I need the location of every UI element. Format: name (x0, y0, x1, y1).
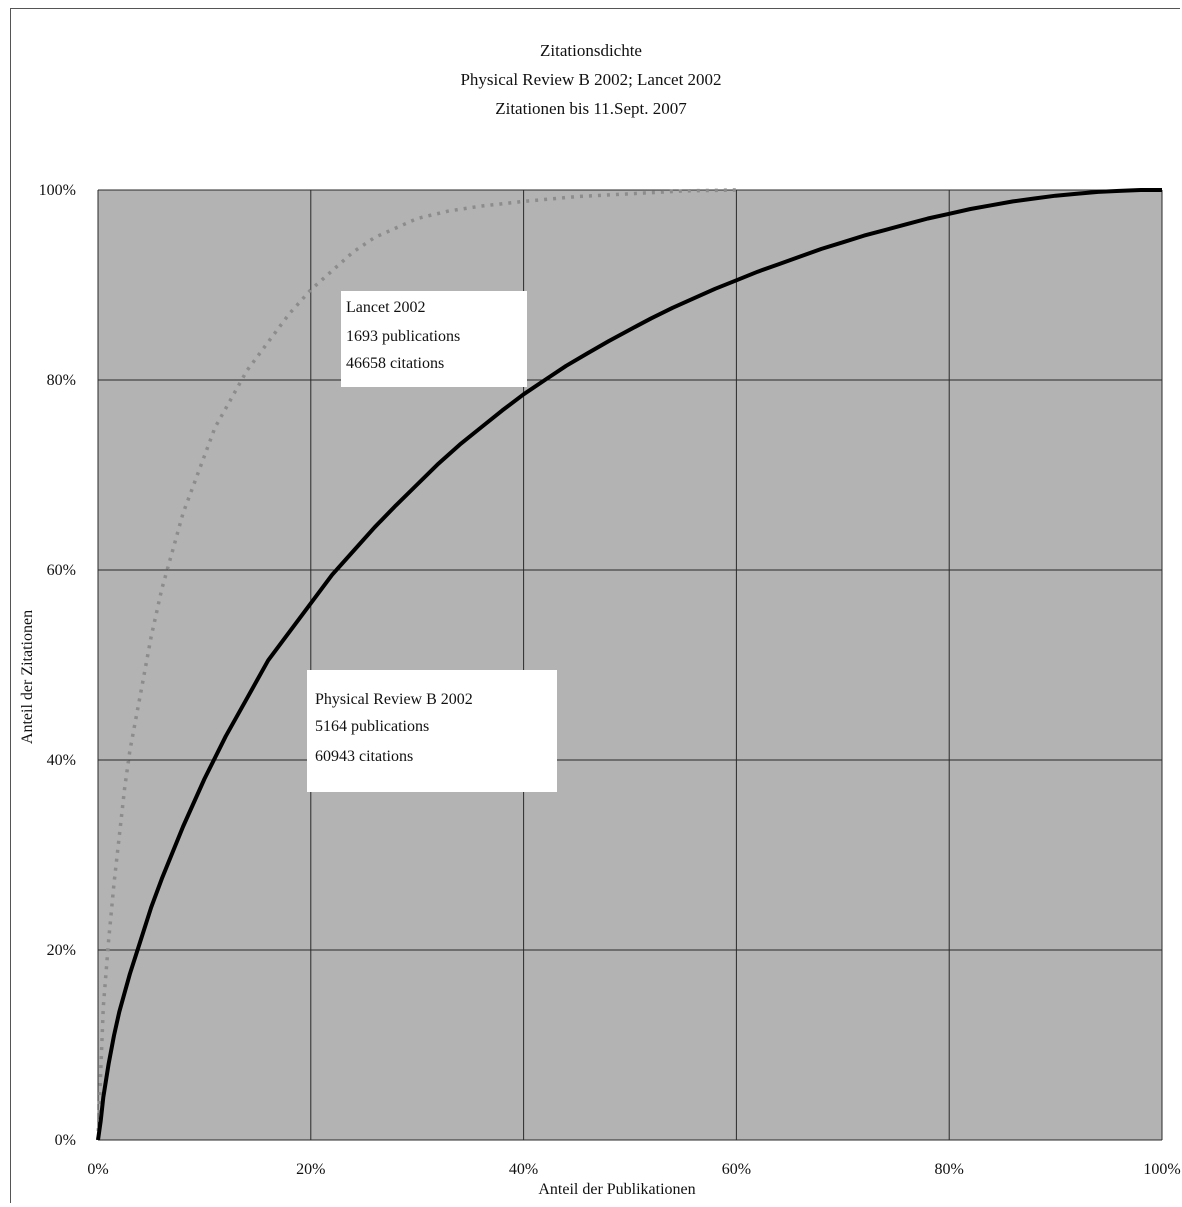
annotation-lancet: Lancet 2002 1693 publications 46658 cita… (341, 291, 527, 387)
y-tick-labels: 0% 20% 40% 60% 80% 100% (39, 182, 76, 1149)
chart-subtitle-2: Zitationen bis 11.Sept. 2007 (495, 99, 687, 118)
x-tick-label: 40% (509, 1161, 538, 1178)
annotation-lancet-line-1: Lancet 2002 (346, 299, 426, 316)
series-line-lancet (96, 188, 737, 1141)
annotation-prb-line-1: Physical Review B 2002 (315, 691, 473, 708)
y-tick-label: 20% (47, 942, 76, 959)
annotation-prb: Physical Review B 2002 5164 publications… (307, 670, 557, 792)
y-axis-title: Anteil der Zitationen (19, 610, 36, 744)
x-tick-labels: 0% 20% 40% 60% 80% 100% (87, 1161, 1180, 1178)
series-layer (96, 188, 1162, 1141)
grid-lines (97, 189, 1163, 1141)
x-tick-label: 60% (722, 1161, 751, 1178)
annotation-prb-box (307, 670, 557, 792)
y-tick-label: 60% (47, 562, 76, 579)
plot-area (98, 190, 1162, 1140)
y-tick-label: 0% (55, 1132, 76, 1149)
chart-title: Zitationsdichte (540, 41, 642, 60)
chart-subtitle-1: Physical Review B 2002; Lancet 2002 (460, 70, 722, 89)
y-tick-label: 80% (47, 372, 76, 389)
annotation-prb-line-2: 5164 publications (315, 718, 429, 735)
y-tick-label: 40% (47, 752, 76, 769)
annotation-prb-line-3: 60943 citations (315, 748, 413, 765)
annotation-lancet-line-3: 46658 citations (346, 355, 444, 372)
chart-frame (10, 8, 1180, 1203)
x-tick-label: 100% (1143, 1161, 1180, 1178)
series-line-prb (96, 188, 1162, 1141)
chart-titles: Zitationsdichte Physical Review B 2002; … (0, 36, 1182, 123)
y-tick-label: 100% (39, 182, 76, 199)
x-tick-label: 0% (87, 1161, 108, 1178)
annotation-lancet-box (341, 291, 527, 387)
x-tick-label: 80% (935, 1161, 964, 1178)
x-axis-title: Anteil der Publikationen (538, 1181, 695, 1198)
annotation-lancet-line-2: 1693 publications (346, 328, 460, 345)
x-tick-label: 20% (296, 1161, 325, 1178)
